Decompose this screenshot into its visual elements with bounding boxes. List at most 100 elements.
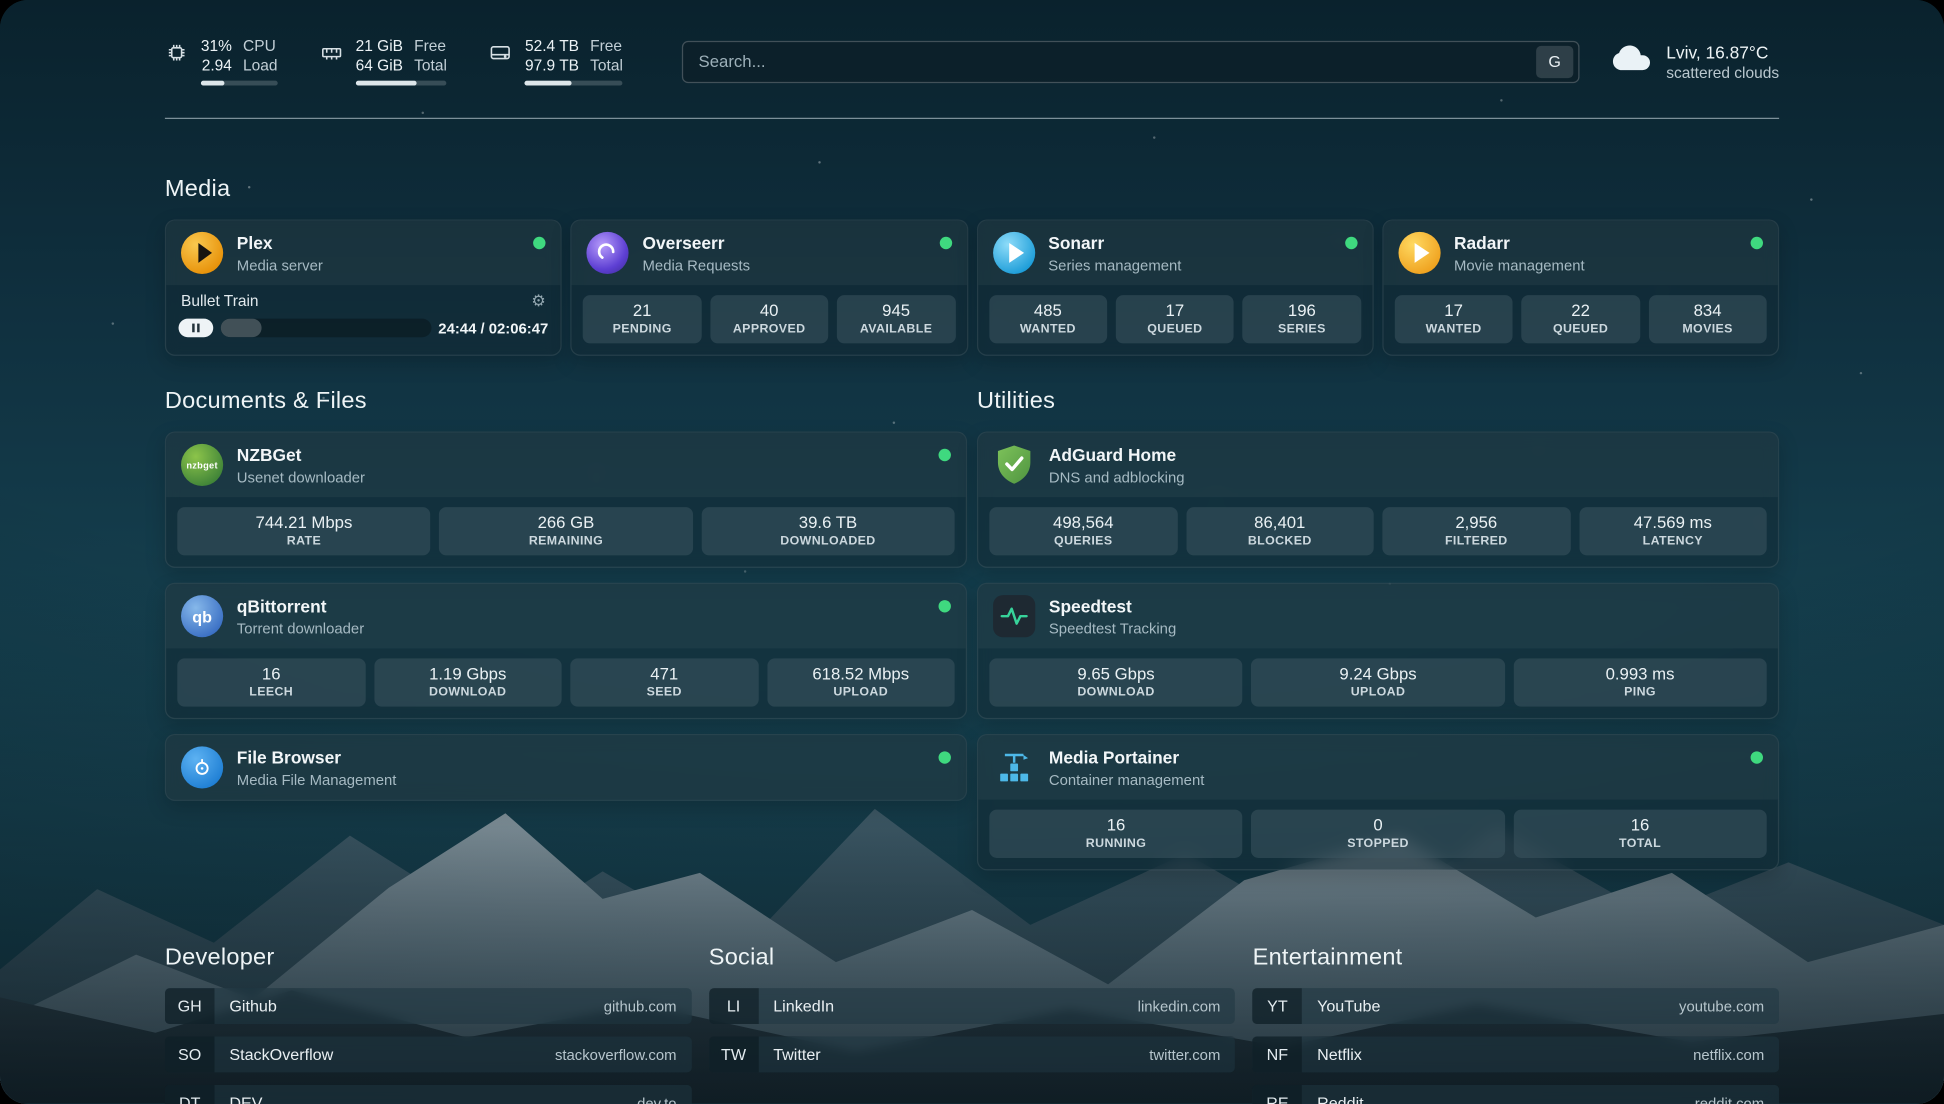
bookmark-github[interactable]: GH Github github.com [164, 988, 692, 1025]
service-desc: Media Requests [642, 256, 751, 274]
playback-progress-bar[interactable] [220, 318, 431, 338]
bookmark-name: DEV [229, 1093, 263, 1104]
service-name: AdGuard Home [1048, 444, 1177, 465]
service-name: File Browser [236, 747, 341, 768]
weather-condition: scattered clouds [1666, 64, 1780, 82]
service-desc: DNS and adblocking [1048, 468, 1185, 486]
disk-free: 52.4 TB [525, 37, 580, 55]
section-developer: Developer GH Github github.com SO StackO… [164, 945, 692, 1104]
bookmark-url: github.com [603, 997, 677, 1016]
gear-icon[interactable]: ⚙ [531, 291, 546, 311]
stat-remaining: 266 GB REMAINING [439, 507, 693, 556]
service-desc: Torrent downloader [236, 619, 365, 637]
qbittorrent-icon: qb [181, 595, 224, 638]
stat-wanted: 485 WANTED [988, 295, 1108, 344]
stat-seed: 471 SEED [570, 658, 759, 707]
portainer-icon [993, 747, 1035, 789]
search-input[interactable] [683, 52, 1537, 71]
bookmark-url: reddit.com [1694, 1094, 1765, 1104]
stat-downloaded: 39.6 TB DOWNLOADED [701, 507, 955, 556]
section-utilities: Utilities [976, 388, 1780, 885]
stat-queued: 17 QUEUED [1115, 295, 1235, 344]
bookmark-name: LinkedIn [773, 997, 835, 1016]
cpu-load: 2.94 [201, 56, 232, 74]
bookmark-youtube[interactable]: YT YouTube youtube.com [1252, 988, 1780, 1025]
stat-upload: 9.24 Gbps UPLOAD [1251, 658, 1505, 707]
status-dot [939, 237, 952, 250]
stat-ping: 0.993 ms PING [1513, 658, 1767, 707]
status-dot [938, 449, 951, 462]
stat-rate: 744.21 Mbps RATE [177, 507, 431, 556]
status-dot [533, 237, 546, 250]
service-card-radarr: Radarr Movie management 17 WANTED 22 QUE… [1382, 219, 1780, 357]
bookmark-twitter[interactable]: TW Twitter twitter.com [708, 1036, 1236, 1073]
bookmark-abbr: NF [1252, 1036, 1303, 1073]
service-desc: Series management [1048, 256, 1182, 274]
stat-queued: 22 QUEUED [1521, 295, 1640, 344]
now-playing-title: Bullet Train [181, 292, 259, 311]
sonarr-icon [992, 232, 1035, 275]
bookmark-netflix[interactable]: NF Netflix netflix.com [1252, 1036, 1780, 1073]
stat-blocked: 86,401 BLOCKED [1185, 507, 1374, 556]
nzbget-icon: nzbget [181, 444, 224, 487]
service-link-speedtest[interactable]: Speedtest Speedtest Tracking [978, 584, 1778, 649]
bookmark-abbr: DT [164, 1085, 215, 1104]
service-link-plex[interactable]: Plex Media server [166, 220, 561, 286]
service-name: Overseerr [642, 232, 725, 253]
bookmark-stackoverflow[interactable]: SO StackOverflow stackoverflow.com [164, 1036, 692, 1073]
bookmark-abbr: YT [1252, 988, 1303, 1025]
disk-label-top: Free [590, 37, 623, 55]
stat-download: 9.65 Gbps DOWNLOAD [989, 658, 1243, 707]
section-title-media: Media [164, 176, 231, 203]
disk-label-bottom: Total [590, 56, 623, 74]
playback-time: 24:44 / 02:06:47 [438, 319, 549, 337]
bookmark-url: dev.to [637, 1094, 677, 1104]
service-link-qbittorrent[interactable]: qb qBittorrent Torrent downloader [166, 584, 966, 649]
service-link-sonarr[interactable]: Sonarr Series management [977, 220, 1373, 286]
stat-approved: 40 APPROVED [709, 295, 829, 344]
memory-label-bottom: Total [414, 56, 447, 74]
stat-queries: 498,564 QUERIES [989, 507, 1178, 556]
section-media: Media Plex Media server Bullet Train ⚙ [164, 176, 1780, 357]
stat-running: 16 RUNNING [989, 809, 1243, 859]
bookmark-url: youtube.com [1679, 997, 1765, 1016]
section-title-entertainment: Entertainment [1252, 945, 1403, 972]
service-link-portainer[interactable]: Media Portainer Container management [978, 735, 1778, 800]
bookmark-name: Github [229, 997, 277, 1016]
pause-button[interactable] [178, 318, 214, 338]
bookmark-linkedin[interactable]: LI LinkedIn linkedin.com [708, 988, 1236, 1025]
section-title-documents: Documents & Files [164, 388, 367, 415]
cpu-progress-bar [200, 80, 278, 86]
bookmark-name: YouTube [1317, 997, 1381, 1016]
service-name: NZBGet [236, 444, 302, 465]
stat-download: 1.19 Gbps DOWNLOAD [373, 658, 562, 707]
section-entertainment: Entertainment YT YouTube youtube.com NF … [1252, 945, 1780, 1104]
stat-movies: 834 MOVIES [1648, 295, 1767, 344]
bookmark-url: netflix.com [1693, 1046, 1765, 1064]
header-divider [164, 118, 1780, 120]
service-link-filebrowser[interactable]: File Browser Media File Management [166, 735, 966, 800]
service-card-qbittorrent: qb qBittorrent Torrent downloader 16 LEE… [164, 583, 968, 720]
bookmark-dev[interactable]: DT DEV dev.to [164, 1085, 692, 1104]
radarr-icon [1398, 232, 1441, 275]
disk-widget: 52.4 TB 97.9 TB Free Total [489, 37, 623, 86]
service-name: Speedtest [1048, 596, 1132, 616]
service-desc: Media File Management [236, 770, 397, 789]
bookmark-abbr: TW [708, 1036, 759, 1073]
service-link-nzbget[interactable]: nzbget NZBGet Usenet downloader [166, 433, 966, 498]
service-link-overseerr[interactable]: Overseerr Media Requests [571, 220, 967, 286]
cpu-percent: 31% [200, 37, 232, 55]
service-link-radarr[interactable]: Radarr Movie management [1383, 220, 1778, 286]
service-link-adguard[interactable]: AdGuard Home DNS and adblocking [978, 433, 1778, 498]
stat-stopped: 0 STOPPED [1251, 809, 1505, 859]
search-provider-button[interactable]: G [1536, 45, 1574, 78]
disk-progress-bar [525, 80, 623, 86]
weather-widget: Lviv, 16.87°C scattered clouds [1609, 40, 1779, 83]
snow-flecks [0, 0, 3, 3]
bookmark-reddit[interactable]: RE Reddit reddit.com [1252, 1085, 1780, 1104]
adguard-icon [993, 444, 1035, 486]
bookmark-name: StackOverflow [229, 1045, 334, 1065]
cpu-label-bottom: Load [243, 56, 278, 74]
bookmark-abbr: SO [164, 1036, 215, 1073]
stat-pending: 21 PENDING [583, 295, 702, 344]
